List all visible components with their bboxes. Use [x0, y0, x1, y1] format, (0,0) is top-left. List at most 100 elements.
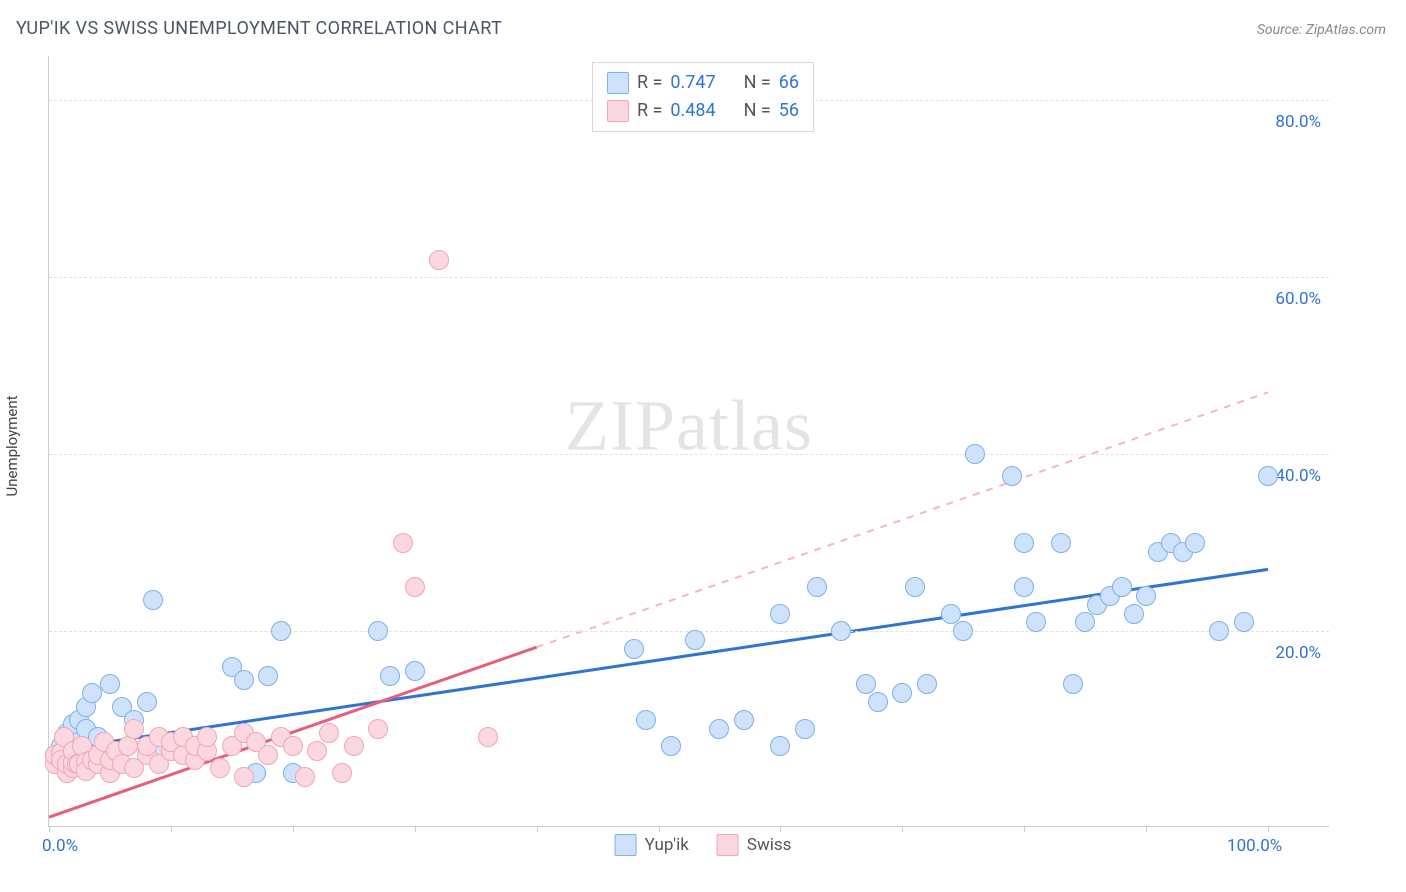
y-tick-label: 60.0%: [1275, 289, 1321, 309]
watermark-rest: atlas: [676, 385, 813, 465]
legend-r-value: 0.747: [670, 69, 715, 97]
yupik-marker: [953, 621, 973, 641]
x-tick: [49, 826, 50, 832]
yupik-marker: [624, 639, 644, 659]
swiss-marker: [295, 767, 315, 787]
yupik-marker: [1112, 577, 1132, 597]
y-tick-label: 20.0%: [1275, 643, 1321, 663]
legend-row-yupik: R = 0.747 N = 66: [607, 69, 799, 97]
yupik-marker: [143, 590, 163, 610]
yupik-marker: [405, 661, 425, 681]
series-legend-item: Yup'ik: [615, 834, 689, 856]
yupik-marker: [1209, 621, 1229, 641]
x-tick: [537, 826, 538, 832]
swiss-trend-line: [49, 647, 537, 817]
x-tick-label: 0.0%: [42, 836, 78, 856]
yupik-marker: [856, 674, 876, 694]
legend-swatch-icon: [615, 834, 637, 856]
x-tick: [415, 826, 416, 832]
yupik-marker: [368, 621, 388, 641]
yupik-marker: [807, 577, 827, 597]
swiss-marker: [118, 736, 138, 756]
x-tick: [171, 826, 172, 832]
swiss-marker: [258, 745, 278, 765]
y-tick-label: 40.0%: [1275, 466, 1321, 486]
yupik-marker: [100, 674, 120, 694]
yupik-marker: [1014, 577, 1034, 597]
legend-row-swiss: R = 0.484 N = 56: [607, 97, 799, 125]
x-tick: [902, 826, 903, 832]
swiss-marker: [344, 736, 364, 756]
yupik-marker: [770, 604, 790, 624]
trend-lines-layer: [49, 56, 1329, 826]
yupik-marker: [137, 692, 157, 712]
swiss-marker: [332, 763, 352, 783]
yupik-marker: [917, 674, 937, 694]
y-tick-label: 80.0%: [1275, 112, 1321, 132]
yupik-marker: [1063, 674, 1083, 694]
legend-n-label: N =: [744, 97, 771, 125]
swiss-marker: [234, 767, 254, 787]
swiss-marker: [478, 727, 498, 747]
x-tick: [780, 826, 781, 832]
yupik-marker: [82, 683, 102, 703]
yupik-marker: [1124, 604, 1144, 624]
yupik-marker: [709, 719, 729, 739]
legend-r-label: R =: [637, 97, 662, 125]
swiss-marker: [283, 736, 303, 756]
plot-area: ZIPatlas 20.0% 40.0% 60.0% 80.0%: [48, 56, 1329, 827]
chart-title: YUP'IK VS SWISS UNEMPLOYMENT CORRELATION…: [16, 18, 502, 39]
x-tick: [1146, 826, 1147, 832]
grid-line: [49, 454, 1329, 455]
y-axis-label: Unemployment: [3, 395, 21, 496]
swiss-marker: [405, 577, 425, 597]
x-tick-label: 100.0%: [1227, 836, 1282, 856]
swiss-marker: [319, 723, 339, 743]
legend-n-value: 66: [779, 69, 799, 97]
series-legend-item: Swiss: [717, 834, 792, 856]
swiss-marker: [210, 758, 230, 778]
yupik-marker: [941, 604, 961, 624]
yupik-marker: [636, 710, 656, 730]
series-legend-label: Swiss: [747, 835, 792, 855]
yupik-marker: [271, 621, 291, 641]
grid-line: [49, 277, 1329, 278]
yupik-marker: [258, 666, 278, 686]
legend-swatch-icon: [717, 834, 739, 856]
swiss-marker: [307, 741, 327, 761]
yupik-marker: [770, 736, 790, 756]
watermark-zip: ZIP: [565, 385, 676, 465]
yupik-marker: [1026, 612, 1046, 632]
source-label: Source: ZipAtlas.com: [1257, 22, 1386, 38]
swiss-marker: [197, 727, 217, 747]
yupik-marker: [380, 666, 400, 686]
x-tick: [1024, 826, 1025, 832]
yupik-marker: [1136, 586, 1156, 606]
yupik-marker: [1051, 533, 1071, 553]
swiss-trend-line-dashed: [537, 392, 1268, 647]
yupik-marker: [1234, 612, 1254, 632]
legend-r-value: 0.484: [670, 97, 715, 125]
yupik-swatch-icon: [607, 72, 629, 94]
legend-n-label: N =: [744, 69, 771, 97]
x-tick: [659, 826, 660, 832]
yupik-marker: [661, 736, 681, 756]
swiss-swatch-icon: [607, 100, 629, 122]
yupik-marker: [831, 621, 851, 641]
legend-n-value: 56: [779, 97, 799, 125]
yupik-marker: [685, 630, 705, 650]
yupik-marker: [965, 444, 985, 464]
yupik-marker: [1002, 466, 1022, 486]
yupik-marker: [1258, 466, 1278, 486]
yupik-marker: [905, 577, 925, 597]
yupik-marker: [1014, 533, 1034, 553]
swiss-marker: [124, 719, 144, 739]
swiss-marker: [393, 533, 413, 553]
series-legend: Yup'ik Swiss: [615, 834, 792, 856]
yupik-marker: [234, 670, 254, 690]
series-legend-label: Yup'ik: [645, 835, 689, 855]
legend-r-label: R =: [637, 69, 662, 97]
yupik-marker: [1075, 612, 1095, 632]
yupik-marker: [1185, 533, 1205, 553]
x-tick: [293, 826, 294, 832]
